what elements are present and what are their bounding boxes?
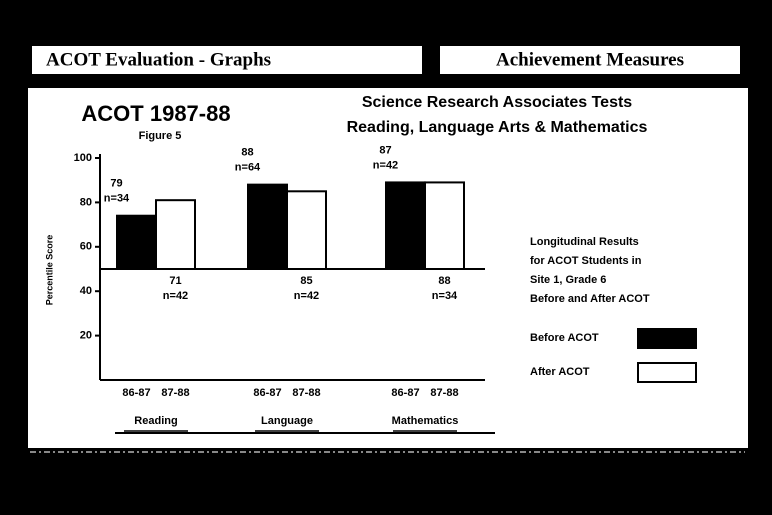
chart-subtitle: Figure 5 [139, 130, 182, 142]
bar [424, 181, 465, 270]
annotation: 71 [169, 275, 181, 287]
legend-swatch [637, 362, 697, 383]
category-label: Reading [134, 415, 177, 427]
legend-label: Before ACOT [530, 332, 599, 344]
annotation: 88 [438, 275, 450, 287]
annotation: 88 [241, 147, 253, 159]
bar [286, 190, 327, 270]
category-label: Language [261, 415, 313, 427]
annotation: n=34 [104, 193, 130, 205]
y-tick-label: 80 [80, 196, 92, 208]
x-tick-label: 87-88 [161, 387, 189, 399]
y-tick-label: 100 [74, 152, 92, 164]
header-left-box [32, 46, 422, 74]
bar [385, 181, 426, 270]
legend-note: Longitudinal Results [530, 236, 639, 248]
bar [155, 199, 196, 270]
y-tick-label: 40 [80, 285, 92, 297]
header-right-box [440, 46, 740, 74]
y-axis-label: Percentile Score [44, 235, 54, 306]
header-right: Achievement Measures [496, 49, 684, 70]
category-label: Mathematics [392, 415, 459, 427]
legend-note: for ACOT Students in [530, 255, 642, 267]
heading-line: Reading, Language Arts & Mathematics [347, 119, 648, 136]
annotation: 85 [300, 275, 312, 287]
annotation: 87 [379, 144, 391, 156]
header-left: ACOT Evaluation - Graphs [46, 49, 271, 70]
x-tick-label: 87-88 [430, 387, 458, 399]
annotation: 79 [110, 178, 122, 190]
legend-swatch [637, 328, 697, 349]
x-tick-label: 86-87 [391, 387, 419, 399]
annotation: n=34 [432, 290, 458, 302]
x-tick-label: 87-88 [292, 387, 320, 399]
x-tick-label: 86-87 [122, 387, 150, 399]
annotation: n=64 [235, 162, 261, 174]
bar [247, 183, 288, 270]
x-tick-label: 86-87 [253, 387, 281, 399]
annotation: n=42 [294, 290, 319, 302]
annotation: n=42 [373, 159, 398, 171]
chart-title: ACOT 1987-88 [81, 101, 230, 126]
annotation: n=42 [163, 290, 188, 302]
y-tick-label: 20 [80, 330, 92, 342]
legend-note: Before and After ACOT [530, 293, 650, 305]
bar [116, 214, 157, 270]
legend-label: After ACOT [530, 366, 590, 378]
y-tick-label: 60 [80, 241, 92, 253]
legend-note: Site 1, Grade 6 [530, 274, 606, 286]
heading-line: Science Research Associates Tests [362, 94, 632, 111]
